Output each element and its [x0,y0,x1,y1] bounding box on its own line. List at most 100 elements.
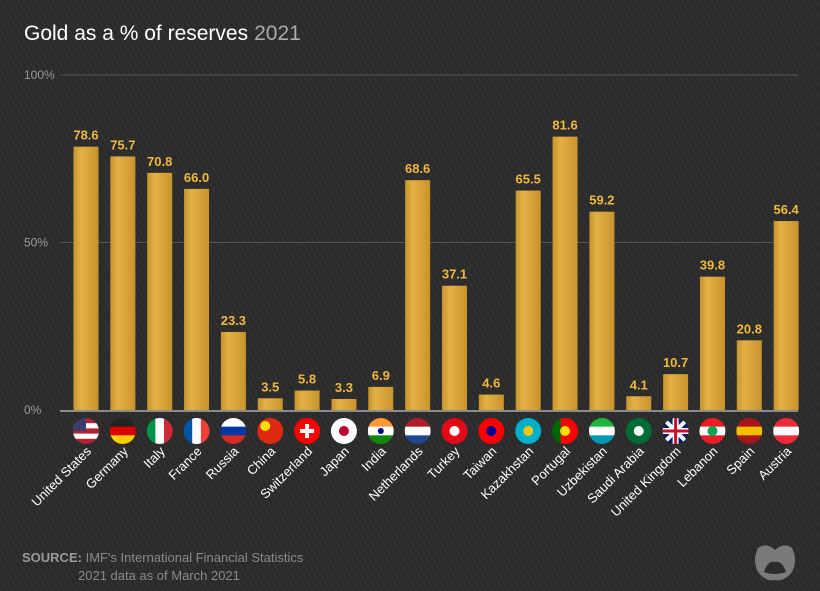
bar [73,146,99,410]
x-tick-label: Russia [203,443,242,482]
flag-icon [257,418,284,444]
flag-emblem [560,426,571,436]
flag-icon [146,418,173,444]
flag-stripe [404,426,431,436]
bar [184,188,210,410]
bar [110,156,136,410]
x-tick-label: France [165,444,204,483]
flag-stripe [146,418,156,444]
bar [368,386,394,410]
data-label: 4.1 [630,377,648,392]
flag-stripe [404,418,431,428]
flag-stripe [220,418,247,428]
data-label: 59.2 [589,193,614,208]
y-tick-label: 50% [24,236,48,250]
flag-emblem [449,426,460,436]
flag-stripe [736,435,763,444]
flag-stripe [367,435,394,444]
bar [220,331,246,410]
flag-icon [515,418,542,444]
flag-emblem [377,428,384,434]
flag-icon [736,418,763,444]
flag-stripe [367,418,394,428]
flag-emblem [260,421,271,431]
flag-emblem [338,426,349,436]
x-tick-label: Spain [723,444,757,478]
flag-emblem [633,426,644,436]
flag-icon [220,418,247,444]
data-label: 10.7 [663,355,688,370]
flag-stripe [257,418,284,444]
flag-stripe [588,418,615,428]
bar [626,396,652,410]
x-tick-label: Italy [140,443,168,471]
flag-cross [662,418,689,444]
data-label: 23.3 [221,313,246,328]
logo-icon [755,545,795,581]
y-tick-label: 0% [24,403,42,417]
flag-stripe [773,435,800,444]
bar [773,221,799,410]
flag-stripe [220,435,247,444]
flag-icon [367,418,394,444]
bar [552,136,578,410]
flag-icon [441,418,468,444]
data-label: 20.8 [737,321,762,336]
title-year: 2021 [254,22,301,45]
flag-icon [699,418,726,444]
data-label: 3.3 [335,380,353,395]
bar [515,190,541,410]
flag-stripe [164,418,173,444]
flag-stripe [73,428,99,435]
flag-icon [552,418,579,444]
chart-title: Gold as a % of reserves 2021 [24,22,301,46]
flag-stripe [109,418,136,428]
data-label: 37.1 [442,267,467,282]
flag-stripe [569,418,579,444]
flag-stripe [220,426,247,436]
flag-icon [109,418,136,444]
flag-stripe [588,426,615,436]
x-tick-label: Turkey [424,443,463,482]
flag-icon [294,418,321,444]
x-tick-label: India [358,443,389,474]
flag-stripe [736,418,763,428]
data-label: 5.8 [298,372,316,387]
source-label: SOURCE: [22,550,82,565]
flag-stripe [109,426,136,436]
flag-stripe [588,435,615,444]
data-label: 68.6 [405,161,430,176]
title-text: Gold as a % of reserves [24,22,249,45]
flag-stripe [192,418,202,444]
bar [257,398,283,410]
bar [294,390,320,410]
bar [442,285,467,410]
bar [331,398,357,410]
flag-icon [773,418,800,444]
flag-stripe [552,418,562,444]
bar [405,180,431,410]
flag-stripe [736,426,763,436]
flag-stripe [183,418,193,444]
flag-icon [330,418,357,444]
flag-icon [73,418,99,444]
bar [147,172,173,410]
data-label: 65.5 [516,172,541,187]
flag-icon [588,418,615,444]
y-tick-label: 100% [24,68,55,82]
bar [736,340,762,410]
flag-stripe [73,438,99,444]
flag-emblem [707,426,718,436]
source-note: SOURCE: IMF's International Financial St… [22,549,303,585]
bar [663,374,689,410]
data-label: 56.4 [773,202,799,217]
x-tick-label: China [244,443,279,478]
flag-stripe [73,433,99,440]
flag-stripe [155,418,165,444]
flag-stripe [109,435,136,444]
x-tick-label: United States [28,443,94,509]
flag-stripe [773,426,800,436]
source-line-2: 2021 data as of March 2021 [78,568,240,583]
flag-icon [662,418,689,444]
